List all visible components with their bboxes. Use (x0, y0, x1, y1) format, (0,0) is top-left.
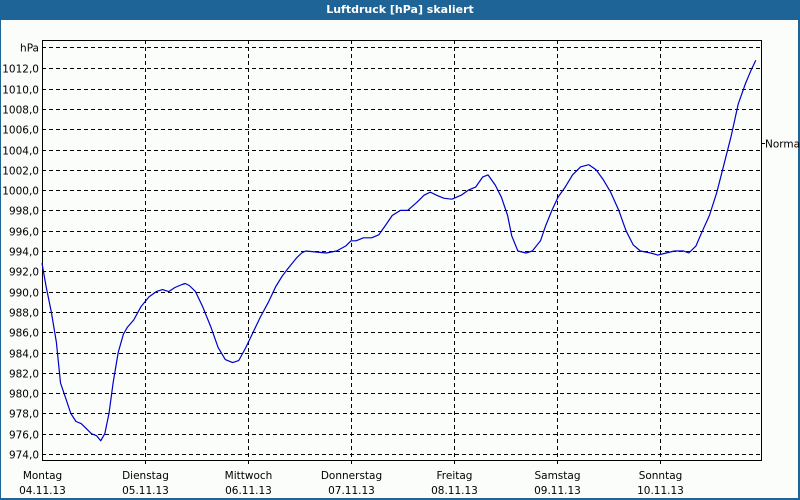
y-tick-label: 976,0 (9, 430, 39, 442)
y-tick-label: 986,0 (9, 328, 39, 340)
x-tick-day: Montag (23, 470, 62, 482)
y-tick-label: 1006,0 (2, 125, 39, 137)
x-tick-day: Dienstag (122, 470, 169, 482)
y-tick-label: 988,0 (9, 308, 39, 320)
chart-title: Luftdruck [hPa] skaliert (0, 0, 800, 20)
x-tick-date: 07.11.13 (328, 485, 375, 497)
x-tick-date: 08.11.13 (431, 485, 478, 497)
y-tick-label: 978,0 (9, 409, 39, 421)
x-tick-date: 04.11.13 (19, 485, 66, 497)
x-tick-day: Freitag (437, 470, 473, 482)
y-tick-label: 982,0 (9, 369, 39, 381)
normal-label: Normal (765, 139, 800, 151)
x-tick-day: Donnerstag (321, 470, 382, 482)
x-tick-date: 10.11.13 (637, 485, 684, 497)
y-tick-label: 990,0 (9, 288, 39, 300)
y-tick-label: 996,0 (9, 227, 39, 239)
y-tick-label: 984,0 (9, 349, 39, 361)
x-tick-day: Mittwoch (225, 470, 273, 482)
x-tick-date: 06.11.13 (225, 485, 272, 497)
y-tick-label: 1012,0 (2, 64, 39, 76)
x-tick-day: Samstag (534, 470, 580, 482)
y-tick-label: 1002,0 (2, 166, 39, 178)
y-tick-label: 1000,0 (2, 186, 39, 198)
pressure-line (41, 59, 757, 442)
x-tick-date: 09.11.13 (534, 485, 581, 497)
y-tick-label: 1010,0 (2, 85, 39, 97)
y-tick-label: 1004,0 (2, 146, 39, 158)
y-tick-label: 992,0 (9, 267, 39, 279)
y-tick-label: 1008,0 (2, 105, 39, 117)
y-tick-label: 980,0 (9, 389, 39, 401)
plot-frame (42, 40, 762, 461)
y-unit-label: hPa (20, 43, 39, 55)
x-tick-date: 05.11.13 (122, 485, 169, 497)
y-tick-label: 974,0 (9, 450, 39, 462)
y-tick-label: 994,0 (9, 247, 39, 259)
x-tick-day: Sonntag (639, 470, 683, 482)
y-tick-label: 998,0 (9, 206, 39, 218)
